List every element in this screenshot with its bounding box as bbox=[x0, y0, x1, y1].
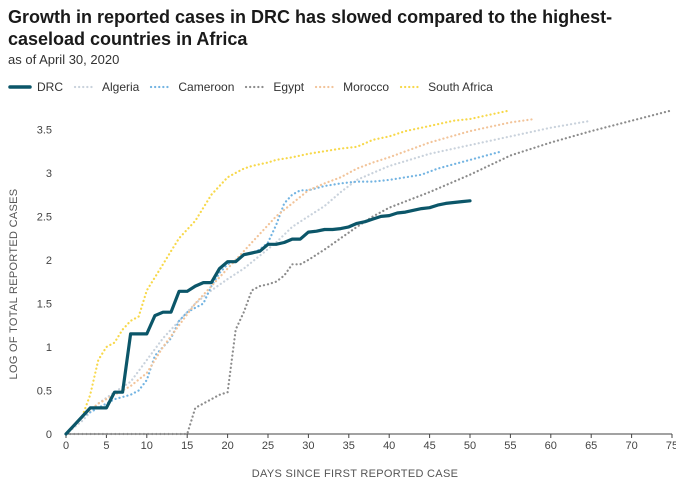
y-tick-label: 0 bbox=[46, 429, 52, 441]
axes: 0 5 10 15 20 25 30 35 40 45 50 55 60 65 70 75 0 0.5 1 1.5 2 2… bbox=[37, 124, 676, 452]
legend: DRC Algeria Cameroon Egypt Morocco South Afri… bbox=[8, 80, 503, 94]
y-axis-label: LOG OF TOTAL REPORTED CASES bbox=[8, 189, 20, 380]
legend-item-morocco: Morocco bbox=[314, 80, 389, 94]
chart-title: Growth in reported cases in DRC has slow… bbox=[8, 7, 613, 49]
x-tick-label: 15 bbox=[181, 440, 193, 452]
legend-item-south-africa: South Africa bbox=[399, 80, 493, 94]
chart-subtitle: as of April 30, 2020 bbox=[8, 52, 120, 67]
x-axis-label: DAYS SINCE FIRST REPORTED CASE bbox=[252, 468, 458, 480]
series-line-drc bbox=[64, 199, 472, 436]
legend-label: DRC bbox=[37, 80, 63, 94]
y-tick-label: 1.5 bbox=[37, 298, 52, 310]
legend-label: Egypt bbox=[273, 80, 305, 94]
legend-swatch bbox=[399, 85, 423, 89]
y-tick-label: 3.5 bbox=[37, 124, 52, 136]
x-tick-label: 10 bbox=[141, 440, 153, 452]
legend-swatch bbox=[150, 85, 173, 89]
legend-label: Cameroon bbox=[178, 80, 235, 94]
series-line-south-africa bbox=[64, 109, 512, 436]
legend-swatch bbox=[245, 85, 268, 89]
series-line-morocco bbox=[64, 117, 536, 436]
legend-item-drc: DRC bbox=[8, 80, 63, 94]
legend-swatch bbox=[314, 85, 338, 89]
y-tick-label: 3 bbox=[46, 168, 52, 180]
x-tick-label: 45 bbox=[423, 440, 435, 452]
series-line-algeria bbox=[64, 119, 593, 436]
x-tick-label: 70 bbox=[625, 440, 637, 452]
legend-swatch bbox=[8, 85, 32, 89]
x-tick-label: 30 bbox=[302, 440, 314, 452]
x-tick-label: 40 bbox=[383, 440, 395, 452]
legend-label: South Africa bbox=[428, 80, 493, 94]
series-line-cameroon bbox=[64, 150, 504, 436]
x-tick-label: 0 bbox=[63, 440, 69, 452]
x-tick-label: 5 bbox=[103, 440, 109, 452]
x-tick-label: 65 bbox=[585, 440, 597, 452]
legend-item-algeria: Algeria bbox=[73, 80, 139, 94]
legend-item-egypt: Egypt bbox=[244, 80, 304, 94]
y-tick-label: 2 bbox=[46, 255, 52, 267]
x-tick-label: 60 bbox=[545, 440, 557, 452]
legend-item-cameroon: Cameroon bbox=[149, 80, 234, 94]
y-tick-label: 1 bbox=[46, 342, 52, 354]
legend-label: Morocco bbox=[343, 80, 390, 94]
legend-swatch bbox=[73, 85, 97, 89]
x-tick-label: 75 bbox=[666, 440, 676, 452]
x-tick-label: 50 bbox=[464, 440, 476, 452]
x-tick-label: 35 bbox=[343, 440, 355, 452]
x-tick-label: 20 bbox=[221, 440, 233, 452]
y-tick-label: 0.5 bbox=[37, 385, 52, 397]
x-tick-label: 25 bbox=[262, 440, 274, 452]
legend-label: Algeria bbox=[102, 80, 140, 94]
x-tick-label: 55 bbox=[504, 440, 516, 452]
series-line-egypt bbox=[64, 109, 674, 436]
series-lines bbox=[64, 109, 674, 436]
y-tick-label: 2.5 bbox=[37, 211, 52, 223]
